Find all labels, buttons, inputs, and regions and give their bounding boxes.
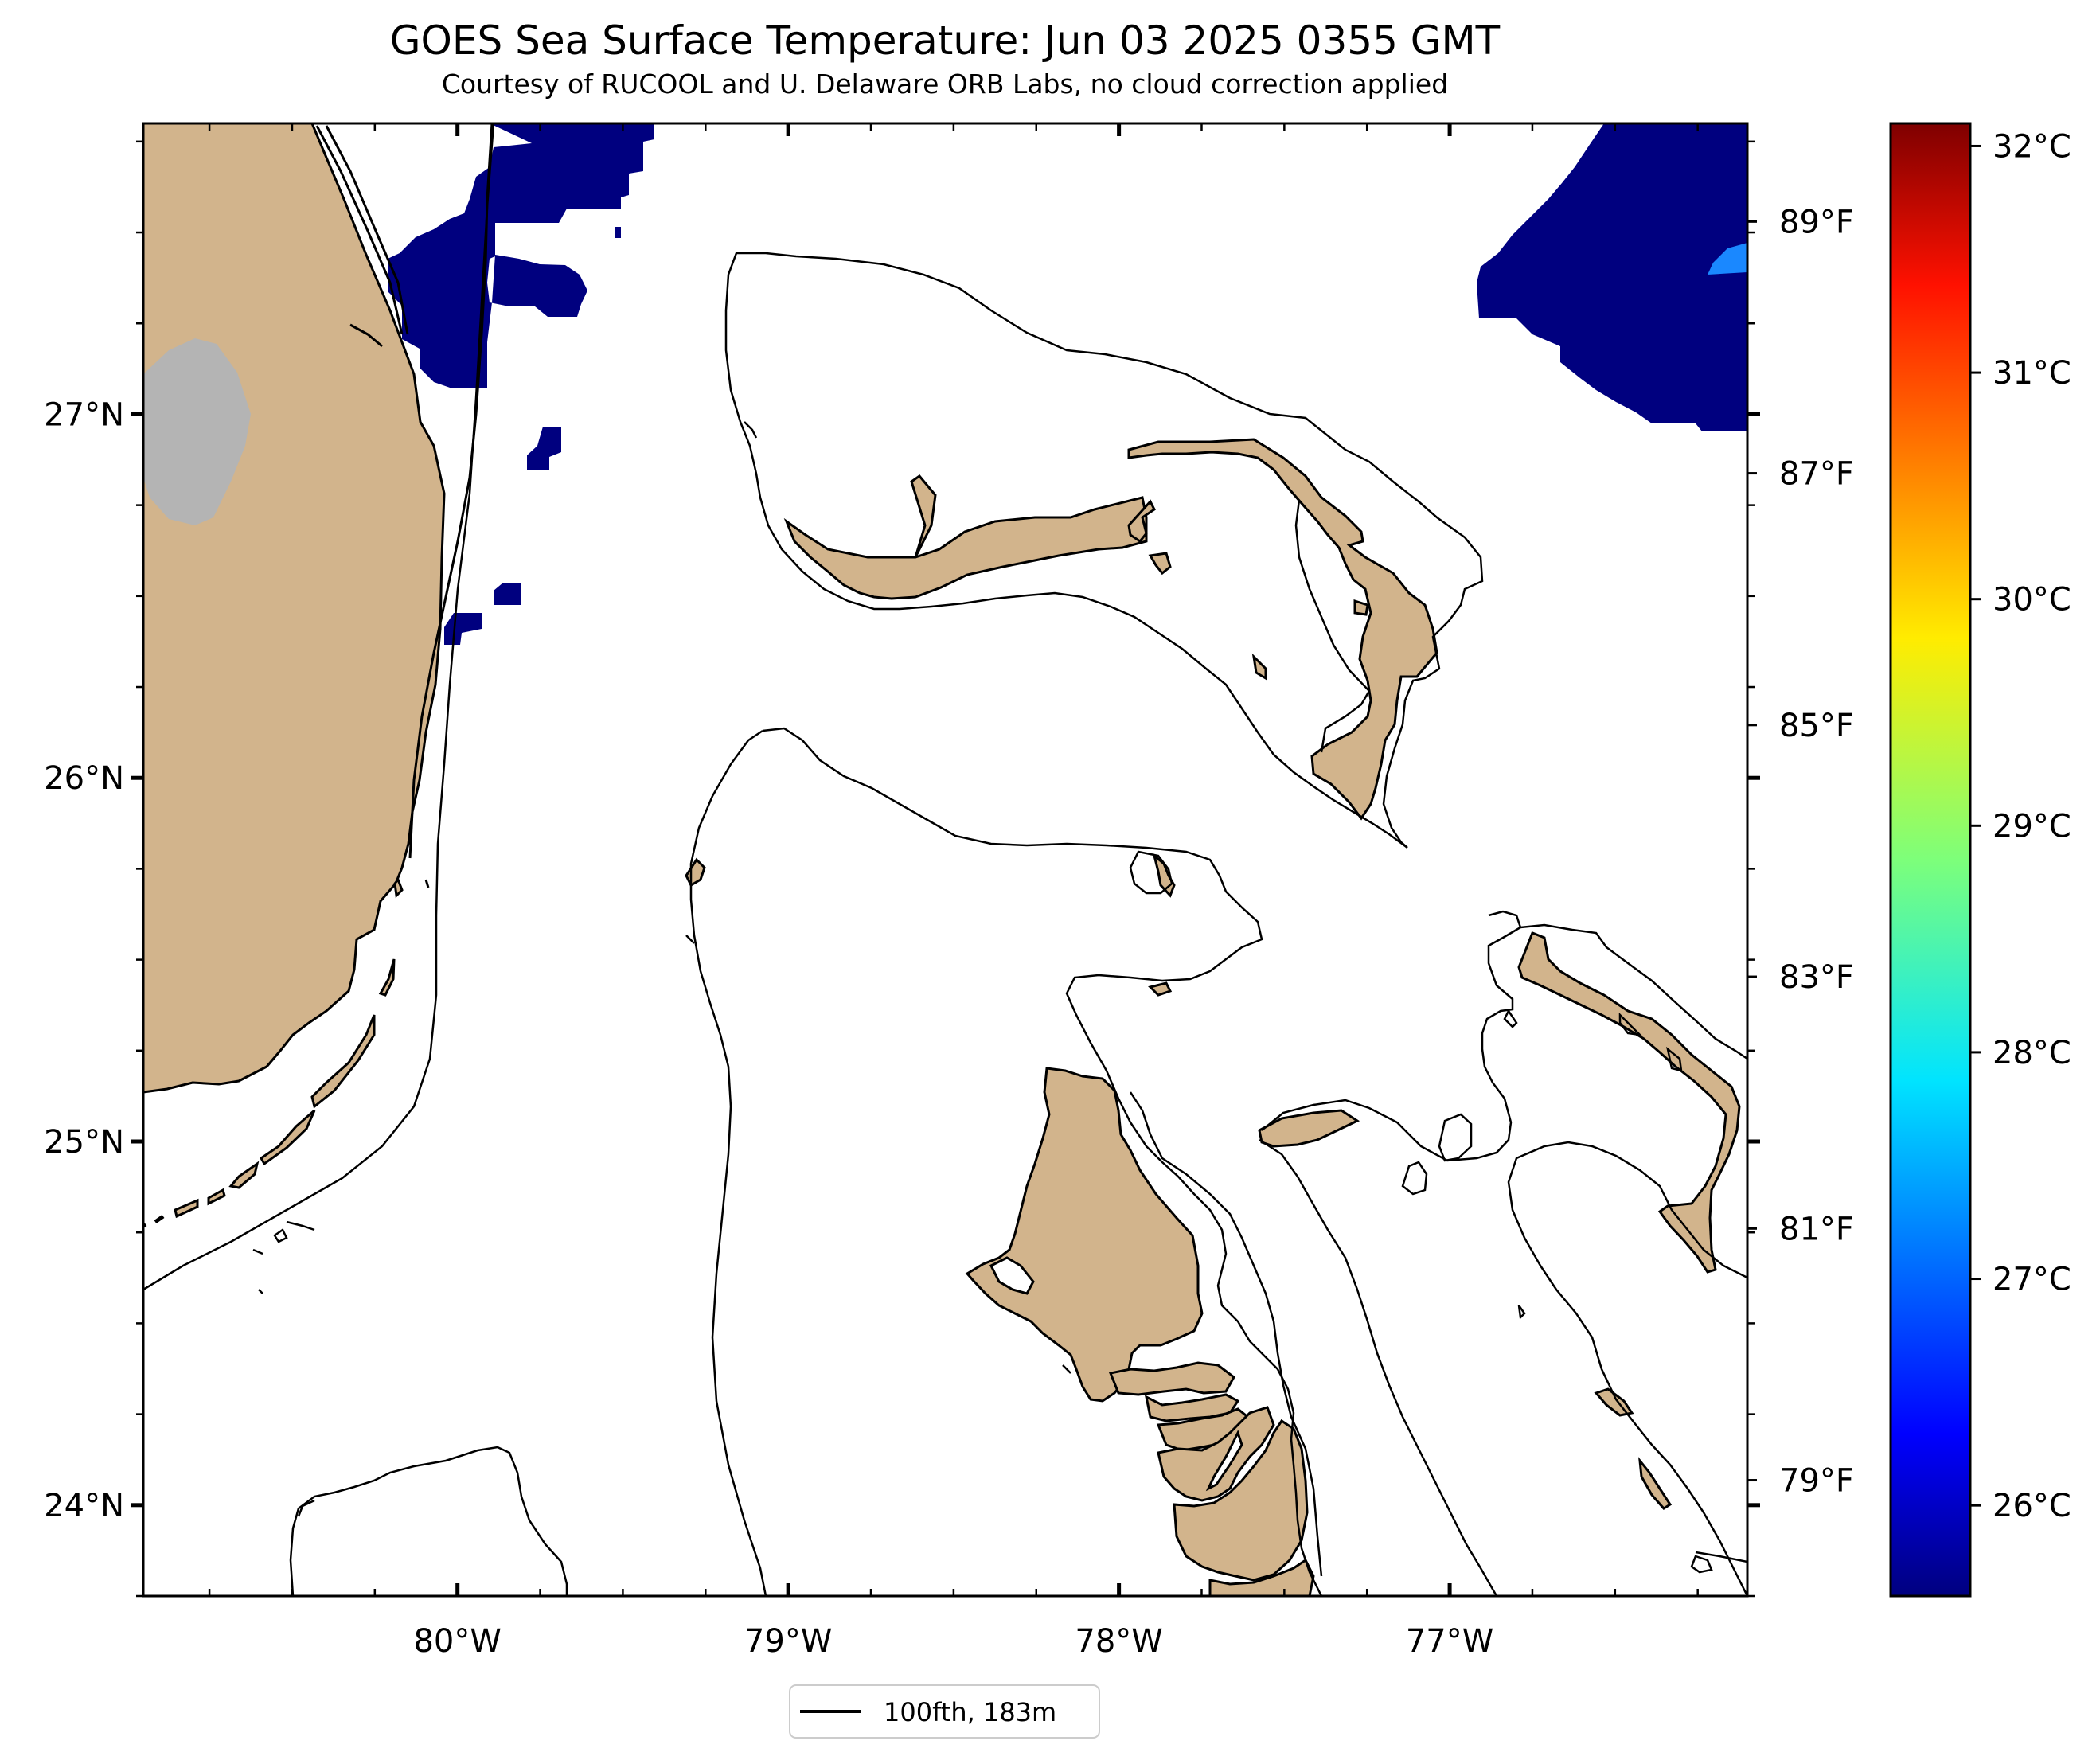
grand-bahama-land (783, 496, 1148, 600)
map-title: GOES Sea Surface Temperature: Jun 03 202… (390, 18, 1501, 64)
fahrenheit-tick-label: 87°F (1779, 456, 1854, 493)
map-frame (142, 122, 1749, 1598)
fahrenheit-tick-label: 83°F (1779, 959, 1854, 996)
lon-tick-label: 80°W (413, 1623, 501, 1660)
lat-tick-label: 27°N (44, 396, 124, 433)
grand-bahama-land-east (1127, 499, 1156, 544)
florida-barrier-island-2 (325, 125, 409, 335)
eleuthera-cay-2 (1638, 1457, 1673, 1510)
eleuthera-land (1517, 931, 1741, 1274)
florida-coast-line (408, 123, 494, 859)
sst-warm-patch (1708, 243, 1747, 275)
andros-south-5 (1173, 1419, 1309, 1582)
andros-south-6 (1208, 1558, 1315, 1596)
fahrenheit-tick-label: 79°F (1779, 1463, 1854, 1500)
map-plot-area (143, 123, 1747, 1596)
legend-box (789, 1684, 1100, 1739)
lon-tick-label: 79°W (744, 1623, 832, 1660)
colorbar-tick-label: 29°C (1993, 808, 2071, 845)
lon-tick-label: 78°W (1075, 1623, 1162, 1660)
latitude-labels: 27°N 26°N 25°N 24°N (44, 396, 124, 1524)
fahrenheit-tick-label: 81°F (1779, 1211, 1854, 1247)
sst-patch-small-1 (527, 427, 561, 470)
grand-bahama-west-bump (910, 474, 937, 558)
colorbar-ticks: 32°C 31°C 30°C 29°C 28°C 27°C 26°C (1970, 128, 2071, 1524)
new-providence-land (1258, 1109, 1360, 1148)
lake-okeechobee (143, 338, 251, 525)
andros-south-4 (1157, 1406, 1275, 1502)
colorbar (1889, 122, 1972, 1598)
lat-tick-label: 25°N (44, 1124, 124, 1161)
abaco-land (1127, 438, 1438, 821)
colorbar-tick-label: 30°C (1993, 582, 2071, 619)
longitude-labels: 80°W 79°W 78°W 77°W (413, 1623, 1493, 1660)
sst-patch-northeast (1477, 123, 1747, 431)
florida-keys (174, 877, 404, 1219)
sst-patch-north-florida-strait (388, 123, 654, 388)
florida-inner-line (424, 879, 430, 888)
colorbar-tick-label: 32°C (1993, 128, 2071, 165)
colorbar-tick-label: 31°C (1993, 355, 2071, 392)
fahrenheit-tick-label: 89°F (1779, 204, 1854, 240)
fahrenheit-tick-label: 85°F (1779, 708, 1854, 744)
legend-label: 100fth, 183m (884, 1697, 1056, 1727)
andros-inlet (1205, 1430, 1243, 1492)
fahrenheit-labels: 89°F 87°F 85°F 83°F 81°F 79°F (1747, 204, 1854, 1500)
abaco-cay-1 (1148, 552, 1172, 576)
abaco-cay-3 (1353, 599, 1369, 616)
colorbar-tick-label: 27°C (1993, 1262, 2071, 1298)
sst-patch-small-2 (494, 583, 521, 605)
berry-islands-south (1148, 981, 1173, 997)
axis-ticks (131, 123, 1760, 1598)
andros-south-2 (1144, 1393, 1240, 1422)
colorbar-tick-label: 28°C (1993, 1035, 2071, 1071)
sst-patch-small-4 (615, 227, 621, 238)
lon-tick-label: 77°W (1406, 1623, 1493, 1660)
andros-land (965, 1067, 1204, 1403)
lat-tick-label: 24°N (44, 1488, 124, 1524)
colorbar-tick-label: 26°C (1993, 1488, 2071, 1524)
florida-small-island (349, 323, 383, 348)
lat-tick-label: 26°N (44, 760, 124, 797)
legend: 100fth, 183m (789, 1684, 1100, 1739)
andros-south-1 (1108, 1361, 1235, 1396)
sst-cold-patches (388, 123, 1747, 645)
abaco-cay-2 (1251, 653, 1267, 681)
map-subtitle: Courtesy of RUCOOL and U. Delaware ORB L… (442, 68, 1448, 100)
andros-lake (989, 1256, 1035, 1295)
florida-barrier-island (315, 125, 404, 335)
